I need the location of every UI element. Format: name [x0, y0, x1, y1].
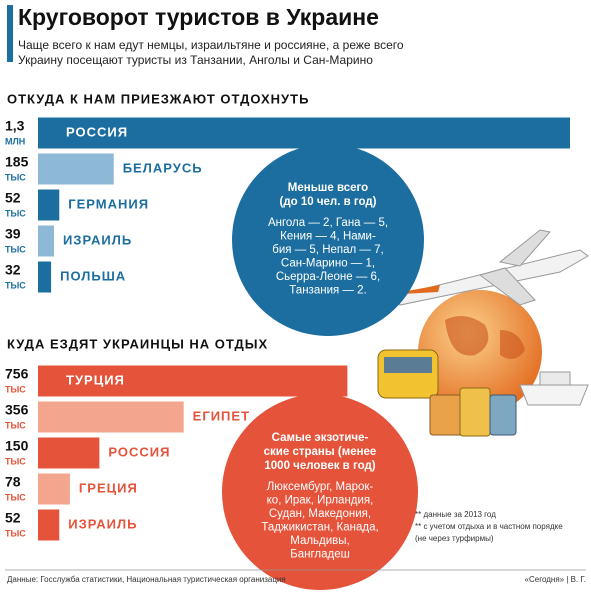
title: Круговорот туристов в Украине: [18, 4, 379, 30]
value-label: 32: [5, 262, 21, 278]
value-label: 150: [5, 438, 29, 454]
bar: [38, 189, 60, 221]
callout-text: Сан-Марино — 1,: [281, 258, 375, 270]
subtitle: Чаще всего к нам едут немцы, израильтяне…: [18, 38, 404, 52]
section-title: ОТКУДА К НАМ ПРИЕЗЖАЮТ ОТДОХНУТЬ: [7, 91, 309, 106]
callout-text: Бангладеш: [290, 549, 350, 561]
bar: [38, 473, 70, 505]
callout-text: Мальдивы,: [290, 535, 350, 547]
callout-text: бия — 5, Непал — 7,: [272, 244, 383, 256]
note: ** с учетом отдыха и в частном порядке: [415, 522, 563, 531]
callout-text: Таджикистан, Канада,: [261, 522, 378, 534]
value-unit: ТЫС: [5, 528, 26, 538]
bar: [38, 117, 570, 149]
callout-title: (до 10 чел. в год): [279, 196, 376, 208]
bar: [38, 153, 114, 185]
illustration: [377, 229, 589, 437]
category-label: ЕГИПЕТ: [193, 408, 250, 423]
note: ** данные за 2013 год: [415, 510, 496, 519]
subtitle: Украину посещают туристы из Танзании, Ан…: [18, 53, 373, 67]
credit: «Сегодня» | В. Г.: [525, 575, 586, 584]
callout-title: 1000 человек в год): [264, 460, 375, 472]
bar: [38, 401, 184, 433]
callout-title: Меньше всего: [288, 182, 368, 194]
value-label: 52: [5, 510, 21, 526]
category-label: БЕЛАРУСЬ: [123, 160, 203, 175]
value-unit: ТЫС: [5, 384, 26, 394]
category-label: ИЗРАИЛЬ: [63, 232, 132, 247]
value-unit: МЛН: [5, 136, 25, 146]
bar: [38, 437, 100, 469]
value-unit: ТЫС: [5, 492, 26, 502]
value-unit: ТЫС: [5, 208, 26, 218]
value-label: 78: [5, 474, 21, 490]
callout-text: Танзания — 2.: [289, 285, 366, 297]
value-label: 356: [5, 402, 29, 418]
category-label: ТУРЦИЯ: [66, 372, 125, 387]
category-label: ГРЕЦИЯ: [79, 480, 138, 495]
category-label: ИЗРАИЛЬ: [68, 516, 137, 531]
callout-text: Люксембург, Марок-: [267, 481, 374, 493]
source: Данные: Госслужба статистики, Национальн…: [7, 575, 286, 584]
callout-title: Самые экзотиче-: [272, 432, 369, 444]
callout-text: ко, Ирак, Ирландия,: [267, 495, 374, 507]
section-title: КУДА ЕЗДЯТ УКРАИНЦЫ НА ОТДЫХ: [7, 336, 268, 351]
bar: [38, 225, 54, 257]
value-unit: ТЫС: [5, 244, 26, 254]
callout-text: Сьерра-Леоне — 6,: [276, 271, 380, 283]
value-unit: ТЫС: [5, 172, 26, 182]
callout-text: Кения — 4, Нами-: [280, 231, 376, 243]
category-label: ГЕРМАНИЯ: [68, 196, 149, 211]
value-label: 756: [5, 366, 29, 382]
value-label: 1,3: [5, 118, 25, 134]
callout-title: ские страны (менее: [264, 446, 377, 458]
value-unit: ТЫС: [5, 280, 26, 290]
title-marker: [7, 5, 13, 62]
callout-text: Судан, Македония,: [269, 508, 371, 520]
note: (не через турфирмы): [415, 534, 494, 543]
value-label: 39: [5, 226, 21, 242]
category-label: ПОЛЬША: [60, 268, 126, 283]
value-label: 185: [5, 154, 29, 170]
category-label: РОССИЯ: [66, 124, 128, 139]
callout-text: Ангола — 2, Гана — 5,: [268, 217, 388, 229]
value-label: 52: [5, 190, 21, 206]
value-unit: ТЫС: [5, 456, 26, 466]
category-label: РОССИЯ: [108, 444, 170, 459]
callout-circle: [232, 144, 424, 336]
value-unit: ТЫС: [5, 420, 26, 430]
bar: [38, 509, 60, 541]
bar: [38, 261, 52, 293]
bar: [38, 365, 348, 397]
callout-circle: [222, 394, 418, 590]
